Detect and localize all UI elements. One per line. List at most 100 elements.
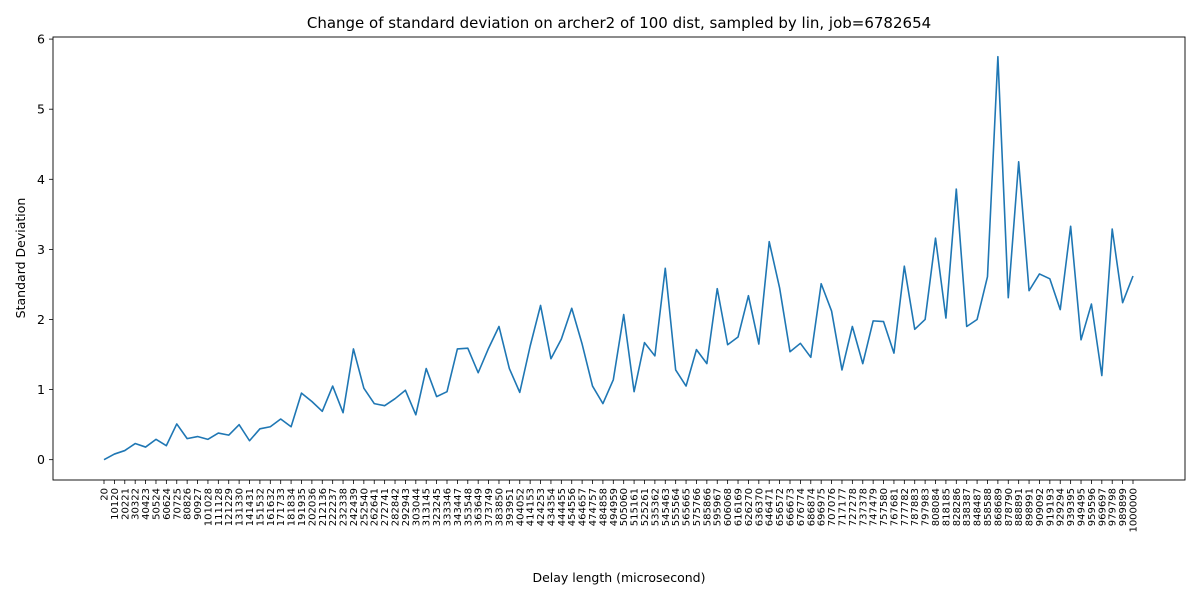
x-tick-label: 828286 [952,488,963,526]
x-tick-label: 848487 [973,488,984,526]
x-tick-label: 575766 [692,488,703,526]
x-tick-label: 444455 [557,488,568,526]
x-tick-label: 121229 [224,488,235,526]
x-tick-label: 141431 [245,488,256,526]
series-line [103,55,1134,461]
x-tick-label: 717177 [837,488,848,526]
x-tick-label: 777782 [900,488,911,526]
x-tick-label: 949495 [1077,488,1088,526]
x-tick-label: 626270 [744,488,755,526]
x-tick-label: 282842 [391,488,402,526]
y-axis-label: Standard Deviation [13,198,28,319]
x-axis-ticks: 20 10120 20221 30322 40423 50524 60624 70725 808… [100,480,1140,533]
x-tick-label: 505060 [619,488,630,526]
x-tick-label: 222237 [328,488,339,526]
x-tick-label: 747479 [869,488,880,526]
x-tick-label: 303044 [411,488,422,526]
x-tick-label: 10120 [110,488,121,520]
plot-area: 0 1 2 3 4 5 6 20 10120 20221 30322 40423 50524 60624… [37,32,1186,533]
x-tick-label: 494959 [609,488,620,526]
x-tick-label: 919193 [1045,488,1056,526]
plot-frame [52,36,1186,481]
x-tick-label: 898991 [1025,488,1036,526]
x-tick-label: 595967 [713,488,724,526]
x-axis-label: Delay length (microsecond) [532,570,705,585]
x-tick-label: 363649 [474,488,485,526]
chart-title: Change of standard deviation on archer2 … [307,14,931,32]
x-tick-label: 191935 [297,488,308,526]
x-tick-label: 131330 [235,488,246,526]
x-tick-label: 979798 [1108,488,1119,526]
x-tick-label: 151532 [255,488,266,526]
x-tick-label: 464657 [578,488,589,526]
x-tick-label: 252540 [359,488,370,526]
x-tick-label: 404052 [515,488,526,526]
x-tick-label: 424253 [536,488,547,526]
x-tick-label: 929294 [1056,488,1067,526]
x-tick-label: 20221 [120,488,131,520]
x-tick-label: 737378 [858,488,869,526]
x-tick-label: 212136 [318,488,329,526]
x-tick-label: 20 [100,488,111,501]
x-tick-label: 262641 [370,488,381,526]
x-tick-label: 414153 [526,488,537,526]
x-tick-label: 515161 [630,488,641,526]
y-tick-label: 3 [37,242,45,257]
x-tick-label: 989899 [1118,488,1129,526]
x-tick-label: 50524 [151,488,162,520]
x-tick-label: 787883 [910,488,921,526]
x-tick-label: 959596 [1087,488,1098,526]
x-tick-label: 1000000 [1129,488,1140,533]
x-tick-label: 707076 [827,488,838,526]
x-tick-label: 60624 [162,488,173,520]
x-tick-label: 171733 [276,488,287,526]
x-tick-label: 565665 [682,488,693,526]
x-tick-label: 202036 [307,488,318,526]
x-tick-label: 40423 [141,488,152,520]
x-tick-label: 767681 [889,488,900,526]
x-tick-label: 292943 [401,488,412,526]
x-tick-label: 909092 [1035,488,1046,526]
x-tick-label: 727278 [848,488,859,526]
x-tick-label: 676774 [796,488,807,526]
x-tick-label: 888891 [1014,488,1025,526]
y-tick-label: 6 [37,32,45,47]
x-tick-label: 545463 [661,488,672,526]
x-tick-label: 939395 [1066,488,1077,526]
x-tick-label: 454556 [567,488,578,526]
x-tick-label: 373749 [484,488,495,526]
x-tick-label: 868689 [993,488,1004,526]
x-tick-label: 90927 [193,488,204,520]
x-tick-label: 30322 [131,488,142,520]
x-tick-label: 353548 [463,488,474,526]
x-tick-label: 434354 [546,488,557,526]
x-tick-label: 161632 [266,488,277,526]
x-tick-label: 606068 [723,488,734,526]
x-tick-label: 838387 [962,488,973,526]
x-tick-label: 808084 [931,488,942,526]
x-tick-label: 101028 [203,488,214,526]
x-tick-label: 181834 [287,488,298,526]
y-tick-label: 5 [37,102,45,117]
x-tick-label: 272741 [380,488,391,526]
x-tick-label: 393951 [505,488,516,526]
x-tick-label: 686874 [806,488,817,526]
x-tick-label: 636370 [754,488,765,526]
x-tick-label: 525261 [640,488,651,526]
x-tick-label: 333346 [443,488,454,526]
y-axis-ticks: 0 1 2 3 4 5 6 [37,32,53,467]
x-tick-label: 969697 [1097,488,1108,526]
x-tick-label: 878790 [1004,488,1015,526]
y-tick-label: 4 [37,172,45,187]
x-tick-label: 232338 [339,488,350,526]
x-tick-label: 858588 [983,488,994,526]
x-tick-label: 818185 [941,488,952,526]
x-tick-label: 797983 [921,488,932,526]
x-tick-label: 111128 [214,488,225,526]
x-tick-label: 535362 [650,488,661,526]
x-tick-label: 474757 [588,488,599,526]
x-tick-label: 656572 [775,488,786,526]
x-tick-label: 323245 [432,488,443,526]
x-tick-label: 313145 [422,488,433,526]
